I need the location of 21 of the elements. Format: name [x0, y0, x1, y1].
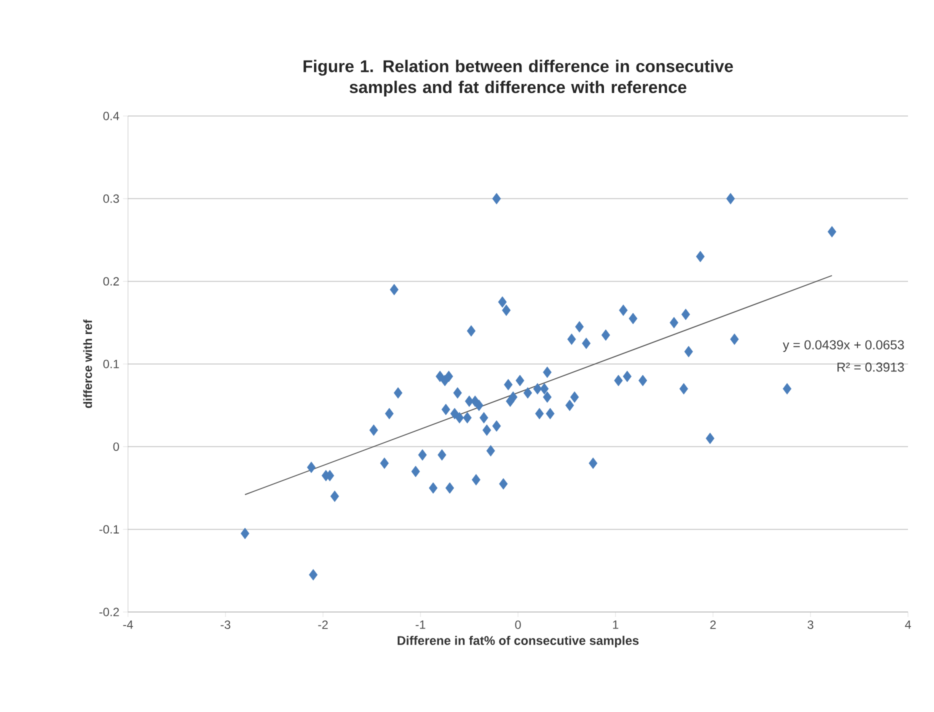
x-tick-label: 2 — [710, 620, 716, 629]
y-tick-label: -0.2 — [99, 608, 119, 616]
x-tick-label: -4 — [123, 620, 133, 629]
x-tick-label: -1 — [416, 620, 426, 629]
x-tick-label: 3 — [808, 620, 814, 629]
y-tick-label: 0.2 — [103, 277, 119, 286]
x-tick-label: 4 — [904, 620, 911, 629]
y-tick-label: 0.4 — [103, 112, 120, 120]
x-tick-label: -2 — [318, 620, 328, 629]
y-tick-label: 0.1 — [103, 360, 119, 368]
y-tick-label: 0 — [113, 442, 120, 451]
chart-title: Figure 1. Relation between difference in consecutive samples and fat difference with reference — [304, 60, 733, 97]
x-tick-label: 0 — [515, 620, 521, 629]
y-tick-label: 0.3 — [103, 194, 119, 203]
x-axis-title: Differene in fat% of consecutive samples — [398, 636, 639, 648]
y-tick-label: -0.1 — [99, 525, 119, 534]
x-tick-label: 1 — [613, 620, 618, 629]
annotation: y = 0.0439x + 0.0653 — [782, 340, 904, 352]
x-tick-label: -3 — [220, 620, 230, 629]
annotation: R² = 0.3913 — [838, 362, 904, 372]
y-axis-title: differce with ref — [83, 319, 92, 408]
